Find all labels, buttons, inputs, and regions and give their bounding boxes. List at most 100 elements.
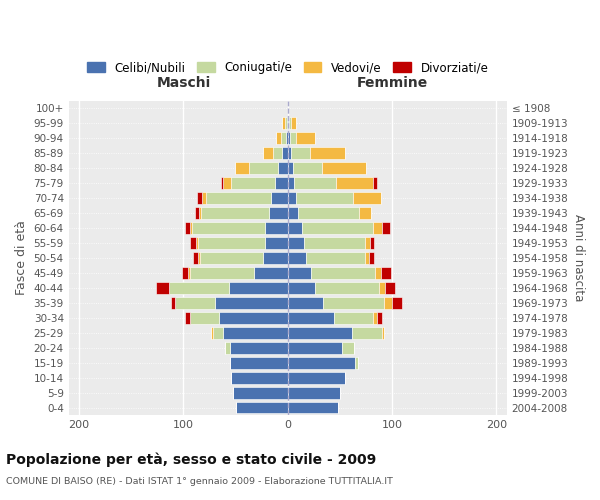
Bar (287, 222, 302, 234)
Bar (287, 118, 289, 129)
Bar (287, 177, 294, 189)
Bar (182, 267, 188, 278)
Bar (198, 237, 265, 249)
Bar (225, 342, 230, 353)
Bar (223, 177, 232, 189)
Bar (287, 148, 291, 159)
Bar (310, 148, 345, 159)
Bar (193, 252, 198, 264)
Bar (293, 162, 322, 174)
Bar (229, 282, 287, 294)
Text: Popolazione per età, sesso e stato civile - 2009: Popolazione per età, sesso e stato civil… (6, 452, 376, 467)
Bar (230, 357, 287, 368)
Bar (196, 237, 198, 249)
Text: COMUNE DI BAISO (RE) - Dati ISTAT 1° gennaio 2009 - Elaborazione TUTTITALIA.IT: COMUNE DI BAISO (RE) - Dati ISTAT 1° gen… (6, 478, 393, 486)
Bar (296, 132, 315, 144)
Bar (289, 118, 291, 129)
Bar (276, 132, 281, 144)
Bar (302, 222, 373, 234)
Bar (198, 252, 200, 264)
Y-axis label: Fasce di età: Fasce di età (15, 220, 28, 296)
Bar (287, 327, 352, 338)
Bar (232, 177, 275, 189)
Bar (382, 222, 390, 234)
Bar (185, 222, 190, 234)
Bar (296, 192, 353, 204)
Bar (322, 162, 366, 174)
Bar (287, 282, 315, 294)
Bar (287, 132, 290, 144)
Bar (365, 252, 369, 264)
Bar (197, 192, 202, 204)
Bar (269, 207, 287, 219)
Bar (175, 297, 215, 308)
Bar (382, 327, 383, 338)
Bar (221, 177, 223, 189)
Bar (373, 222, 382, 234)
Bar (230, 342, 287, 353)
Bar (287, 297, 323, 308)
Bar (156, 282, 169, 294)
Bar (281, 132, 286, 144)
Bar (373, 177, 377, 189)
Bar (352, 327, 382, 338)
Bar (249, 162, 278, 174)
Bar (376, 267, 380, 278)
Bar (211, 327, 212, 338)
Bar (383, 297, 392, 308)
Bar (380, 267, 391, 278)
Bar (233, 387, 287, 398)
Bar (359, 207, 371, 219)
Bar (190, 222, 192, 234)
Bar (334, 312, 373, 324)
Bar (265, 237, 287, 249)
Bar (235, 162, 249, 174)
Y-axis label: Anni di nascita: Anni di nascita (572, 214, 585, 302)
Bar (275, 177, 287, 189)
Bar (287, 237, 304, 249)
Bar (171, 297, 175, 308)
Bar (373, 312, 377, 324)
Bar (185, 312, 190, 324)
Bar (290, 132, 296, 144)
Bar (271, 192, 287, 204)
Bar (287, 312, 334, 324)
Bar (286, 132, 287, 144)
Bar (283, 148, 287, 159)
Bar (287, 387, 340, 398)
Bar (335, 177, 373, 189)
Bar (377, 312, 382, 324)
Bar (201, 207, 269, 219)
Bar (365, 237, 370, 249)
Bar (294, 177, 335, 189)
Bar (370, 237, 374, 249)
Bar (392, 297, 403, 308)
Bar (190, 237, 196, 249)
Bar (287, 357, 355, 368)
Bar (307, 252, 365, 264)
Bar (199, 207, 201, 219)
Bar (353, 192, 380, 204)
Bar (273, 148, 283, 159)
Bar (287, 342, 342, 353)
Bar (379, 282, 385, 294)
Bar (287, 267, 311, 278)
Bar (192, 222, 265, 234)
Bar (291, 118, 296, 129)
Bar (323, 297, 383, 308)
Legend: Celibi/Nubili, Coniugati/e, Vedovi/e, Divorziati/e: Celibi/Nubili, Coniugati/e, Vedovi/e, Di… (82, 56, 493, 78)
Bar (254, 267, 287, 278)
Bar (342, 342, 355, 353)
Bar (190, 267, 254, 278)
Bar (169, 282, 229, 294)
Bar (236, 402, 287, 413)
Bar (287, 207, 298, 219)
Bar (206, 192, 271, 204)
Bar (298, 207, 359, 219)
Bar (315, 282, 379, 294)
Bar (188, 267, 190, 278)
Bar (287, 162, 293, 174)
Bar (232, 372, 287, 384)
Bar (355, 357, 358, 368)
Bar (369, 252, 374, 264)
